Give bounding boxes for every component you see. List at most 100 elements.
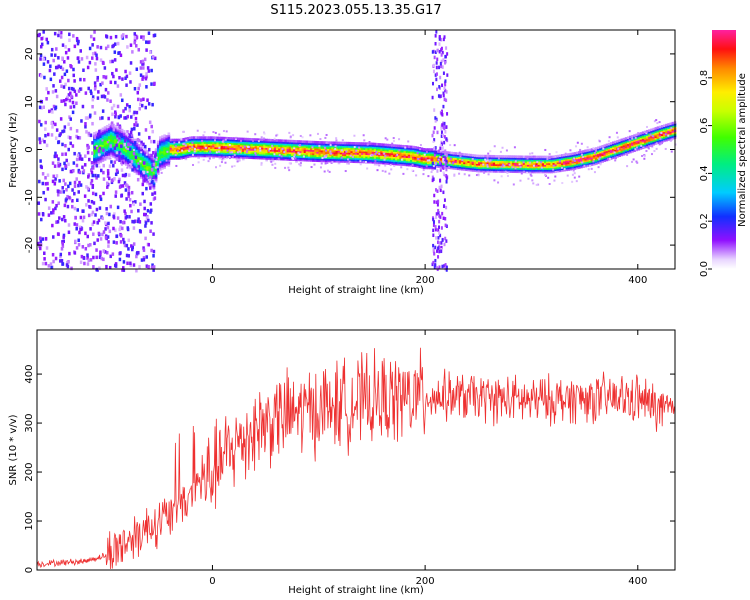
spectrogram-cell — [121, 155, 125, 159]
spectrogram-cell — [55, 174, 59, 178]
spectrogram-cell — [66, 95, 69, 100]
spectrogram-cell — [119, 219, 122, 224]
spectrogram-cell — [392, 150, 396, 154]
spectrogram-cell — [229, 147, 232, 150]
spectrogram-cell — [358, 158, 362, 162]
spectrogram-cell — [122, 240, 126, 245]
spectrogram-cell — [190, 137, 194, 141]
spectrogram-cell — [233, 150, 237, 154]
spectrogram-cell — [667, 134, 670, 137]
spectrogram-cell — [582, 160, 585, 163]
spectrogram-cell — [384, 148, 388, 152]
spectrogram-cell — [409, 147, 413, 150]
spectrogram-cell — [191, 146, 194, 149]
spectrogram-cell — [150, 82, 153, 86]
spectrogram-cell — [139, 160, 142, 163]
spectrogram-cell — [176, 142, 179, 145]
spectrogram-cell — [165, 161, 169, 165]
spectrogram-cell — [558, 164, 562, 168]
spectrogram-cell — [167, 145, 171, 149]
spectrogram-cell — [110, 147, 113, 151]
spectrogram-cell — [131, 153, 134, 157]
spectrogram-cell — [96, 238, 99, 242]
spectrogram-cell — [218, 133, 221, 136]
spectrogram-cell — [171, 148, 175, 152]
spectrogram-cell — [618, 144, 622, 147]
spectrogram-cell — [463, 159, 466, 163]
spectrogram-cell — [244, 156, 247, 159]
spectrogram-cell — [341, 145, 345, 148]
spectrogram-cell — [671, 128, 675, 132]
spectrogram-cell — [295, 143, 298, 147]
spectrogram-cell — [401, 154, 405, 158]
spectrogram-cell — [57, 164, 61, 168]
spectrogram-cell — [318, 156, 322, 159]
spectrogram-cell — [165, 153, 169, 157]
spectrogram-cell — [318, 152, 322, 156]
spectrogram-cell — [409, 153, 413, 157]
spectrogram-cell — [349, 154, 352, 157]
spectrogram-cell — [220, 161, 223, 164]
spectrogram-cell — [437, 149, 440, 154]
spectrogram-cell — [256, 150, 260, 153]
spectrogram-cell — [60, 75, 64, 80]
spectrogram-cell — [471, 154, 475, 157]
spectrogram-cell — [412, 154, 415, 157]
spectrogram-cell — [488, 166, 492, 170]
spectrogram-cell — [193, 139, 196, 143]
spectrogram-cell — [499, 158, 502, 162]
spectrogram-cell — [146, 165, 149, 168]
spectrogram-cell — [263, 143, 266, 147]
spectrogram-cell — [212, 143, 215, 146]
spectrogram-cell — [156, 145, 160, 149]
spectrogram-cell — [440, 226, 443, 230]
spectrogram-cell — [534, 155, 537, 158]
spectrogram-cell — [388, 148, 392, 152]
spectrogram-cell — [262, 137, 265, 140]
spectrogram-cell — [436, 48, 439, 53]
spectrogram-cell — [40, 74, 43, 78]
spectrogram-cell — [149, 208, 153, 213]
spectrogram-cell — [329, 159, 332, 163]
spectrogram-cell — [126, 134, 129, 137]
spectrogram-cell — [622, 152, 626, 156]
spectrogram-cell — [620, 145, 624, 148]
spectrogram-cell — [131, 163, 134, 167]
spectrogram-cell — [514, 160, 517, 163]
spectrogram-cell — [126, 130, 129, 134]
spectrogram-cell — [363, 152, 366, 155]
spectrogram-cell — [92, 37, 96, 41]
spectrogram-cell — [55, 154, 58, 158]
spectrogram-cell — [284, 147, 288, 151]
spectrogram-cell — [207, 146, 211, 149]
spectrogram-cell — [282, 156, 285, 159]
spectrogram-cell — [383, 158, 386, 161]
spectrogram-cell — [103, 144, 107, 148]
spectrogram-cell — [95, 207, 99, 212]
spectrogram-cell — [76, 208, 79, 212]
spectrogram-cell — [612, 151, 615, 155]
spectrogram-cell — [90, 160, 94, 165]
spectrogram-cell — [543, 155, 547, 159]
spectrogram-cell — [95, 149, 98, 153]
spectrogram-cell — [399, 159, 402, 163]
spectrogram-cell — [584, 153, 587, 156]
spectrogram-cell — [105, 133, 109, 136]
spectrogram-cell — [89, 113, 92, 118]
spectrogram-cell — [156, 147, 160, 150]
spectrogram-cell — [435, 72, 438, 76]
spectrogram-cell — [645, 130, 648, 133]
spectrogram-cell — [97, 138, 100, 142]
spectrogram-cell — [176, 155, 179, 159]
spectrogram-cell — [346, 153, 349, 157]
spectrogram-cell — [227, 155, 230, 159]
spectrogram-cell — [105, 135, 109, 138]
spectrogram-cell — [312, 157, 315, 161]
spectrogram-cell — [433, 200, 436, 204]
spectrogram-cell — [150, 139, 153, 144]
spectrogram-cell — [259, 153, 262, 157]
spectrogram-cell — [109, 204, 112, 209]
spectrogram-cell — [458, 162, 462, 166]
spectrogram-cell — [244, 151, 247, 154]
spectrogram-cell — [314, 157, 317, 161]
